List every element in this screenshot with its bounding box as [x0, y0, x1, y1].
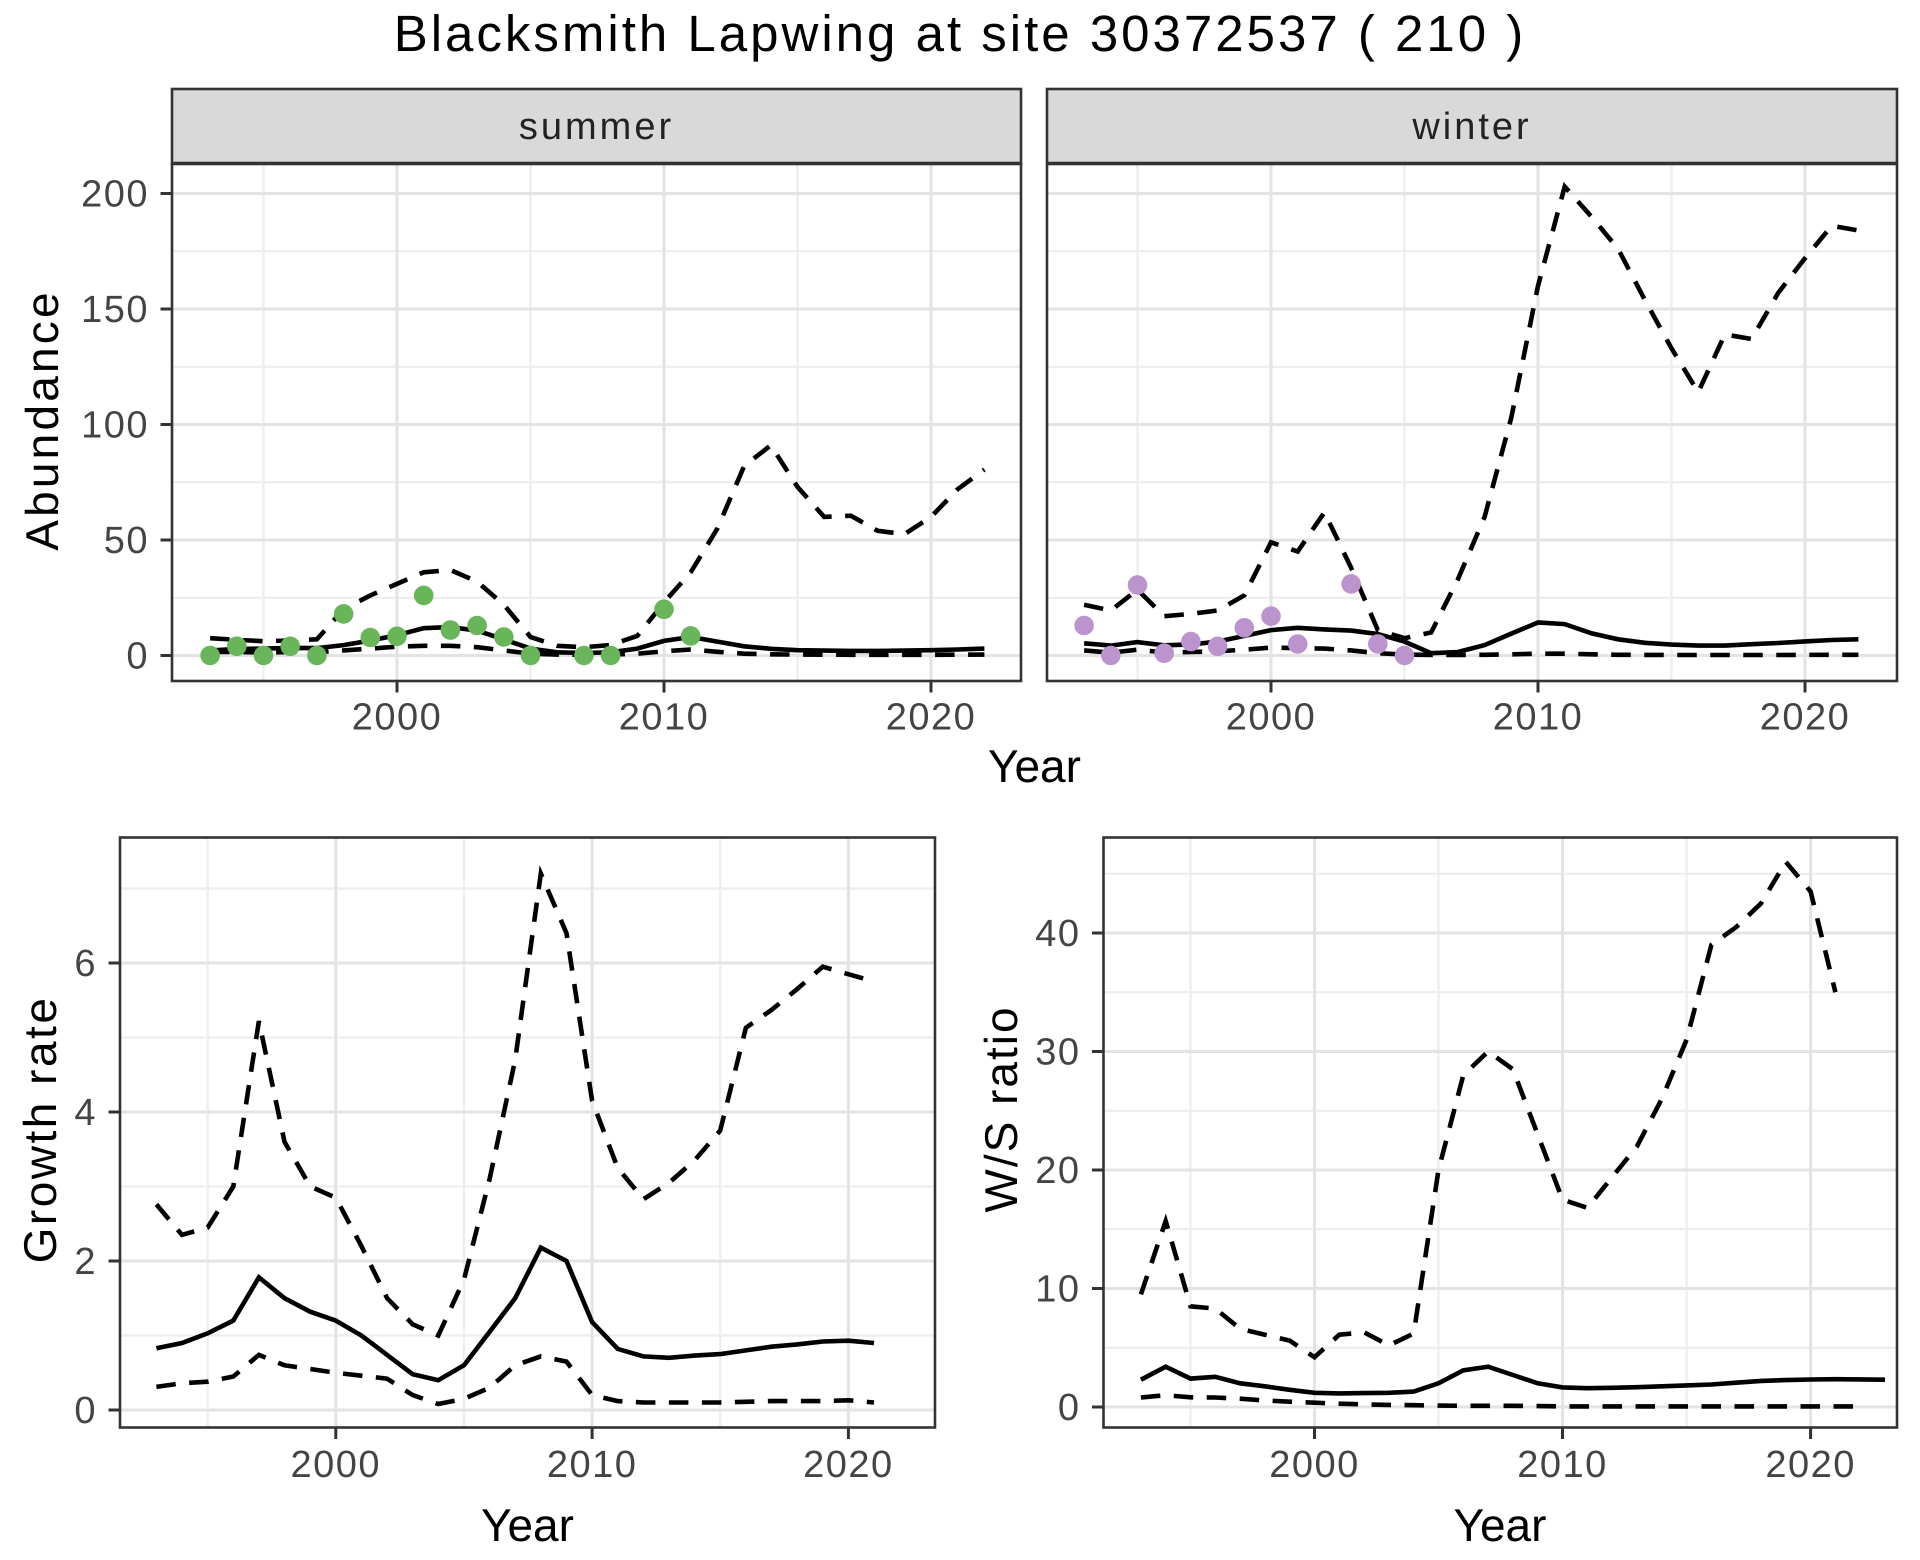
svg-text:summer: summer	[519, 106, 674, 148]
svg-text:200: 200	[81, 174, 149, 216]
svg-text:Year: Year	[988, 740, 1081, 792]
svg-text:2000: 2000	[291, 1444, 382, 1486]
svg-text:2000: 2000	[352, 697, 443, 739]
svg-text:0: 0	[126, 636, 149, 678]
svg-text:2000: 2000	[1226, 697, 1317, 739]
svg-text:30: 30	[1035, 1032, 1080, 1074]
svg-text:150: 150	[81, 289, 149, 331]
svg-text:6: 6	[74, 943, 97, 985]
svg-text:100: 100	[81, 405, 149, 447]
svg-text:2020: 2020	[803, 1444, 894, 1486]
svg-text:W/S ratio: W/S ratio	[975, 1005, 1027, 1212]
svg-text:4: 4	[74, 1092, 97, 1134]
svg-text:2010: 2010	[547, 1444, 638, 1486]
svg-text:Abundance: Abundance	[16, 289, 68, 551]
svg-text:2: 2	[74, 1241, 97, 1283]
svg-text:20: 20	[1035, 1150, 1080, 1192]
svg-text:40: 40	[1035, 913, 1080, 955]
svg-text:Year: Year	[481, 1499, 574, 1551]
svg-text:2010: 2010	[1517, 1444, 1608, 1486]
svg-text:2000: 2000	[1269, 1444, 1360, 1486]
svg-text:2020: 2020	[1760, 697, 1851, 739]
svg-text:0: 0	[1058, 1387, 1081, 1429]
svg-text:Year: Year	[1454, 1499, 1547, 1551]
svg-text:10: 10	[1035, 1269, 1080, 1311]
svg-text:Growth rate: Growth rate	[14, 996, 66, 1264]
svg-text:50: 50	[104, 520, 149, 562]
svg-text:winter: winter	[1411, 106, 1531, 148]
svg-text:2020: 2020	[886, 697, 977, 739]
svg-text:Blacksmith Lapwing at site 303: Blacksmith Lapwing at site 30372537 ( 21…	[394, 5, 1527, 62]
svg-text:0: 0	[74, 1390, 97, 1432]
svg-text:2020: 2020	[1765, 1444, 1856, 1486]
svg-text:2010: 2010	[1493, 697, 1584, 739]
svg-text:2010: 2010	[619, 697, 710, 739]
